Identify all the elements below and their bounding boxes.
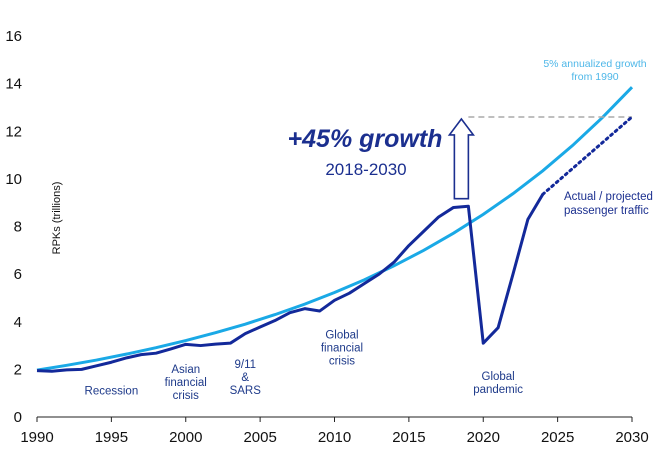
trend-label-line: from 1990 bbox=[571, 71, 618, 83]
growth-arrow-icon bbox=[447, 117, 475, 200]
headline: +45% growth bbox=[288, 125, 443, 153]
axes: 1990 1995 2000 2005 2010 2015 2020 2025 2030 0 2 4 6… bbox=[5, 28, 648, 446]
y-tick-label: 12 bbox=[5, 123, 22, 140]
x-tick-label: 2030 bbox=[615, 429, 648, 446]
annotation-line: Global bbox=[482, 371, 515, 383]
x-tick-label: 2025 bbox=[541, 429, 574, 446]
trend-label: 5% annualized growth from 1990 bbox=[543, 58, 646, 83]
y-tick-label: 14 bbox=[5, 76, 22, 93]
series-actual-line bbox=[36, 193, 545, 373]
y-axis-label: RPKs (trillions) bbox=[51, 182, 63, 255]
annotation-line: crisis bbox=[329, 355, 355, 367]
annotation-line: SARS bbox=[230, 385, 262, 397]
y-tick-label: 4 bbox=[14, 314, 22, 331]
x-tick-label: 2000 bbox=[169, 429, 202, 446]
annotation-line: 9/11 bbox=[234, 359, 256, 371]
annotation-line: & bbox=[241, 372, 249, 384]
event-annotation: Asian financial crisis bbox=[165, 364, 207, 402]
trend-label-line: 5% annualized growth bbox=[543, 58, 646, 70]
event-annotation: Global pandemic bbox=[473, 371, 523, 396]
actual-label-line: passenger traffic bbox=[564, 205, 649, 217]
event-annotation: Global financial crisis bbox=[321, 329, 363, 367]
y-tick-label: 10 bbox=[5, 171, 22, 188]
annotation-line: financial bbox=[321, 342, 363, 354]
series-projection-line bbox=[541, 115, 634, 196]
x-tick-label: 1990 bbox=[20, 429, 53, 446]
x-tick-label: 2005 bbox=[243, 429, 276, 446]
annotation-line: Asian bbox=[171, 364, 200, 376]
actual-series-label: Actual / projected passenger traffic bbox=[564, 191, 653, 217]
event-annotation: Recession bbox=[85, 385, 139, 397]
x-tick-label: 2010 bbox=[318, 429, 351, 446]
annotation-line: Global bbox=[325, 329, 358, 341]
series-trend-line bbox=[36, 86, 634, 372]
x-tick-label: 1995 bbox=[95, 429, 128, 446]
y-tick-label: 16 bbox=[5, 28, 22, 45]
annotation-line: crisis bbox=[173, 390, 199, 402]
actual-label-line: Actual / projected bbox=[564, 191, 653, 203]
y-tick-label: 6 bbox=[14, 266, 22, 283]
annotation-line: Recession bbox=[85, 385, 139, 397]
y-tick-label: 8 bbox=[14, 219, 22, 236]
annotation-line: financial bbox=[165, 377, 207, 389]
subheadline: 2018-2030 bbox=[325, 160, 406, 179]
event-annotation: 9/11 & SARS bbox=[230, 359, 262, 397]
annotation-line: pandemic bbox=[473, 384, 523, 396]
x-tick-label: 2015 bbox=[392, 429, 425, 446]
y-tick-label: 2 bbox=[14, 361, 22, 378]
x-tick-label: 2020 bbox=[467, 429, 500, 446]
series-layer bbox=[36, 86, 634, 373]
y-tick-label: 0 bbox=[14, 409, 22, 426]
